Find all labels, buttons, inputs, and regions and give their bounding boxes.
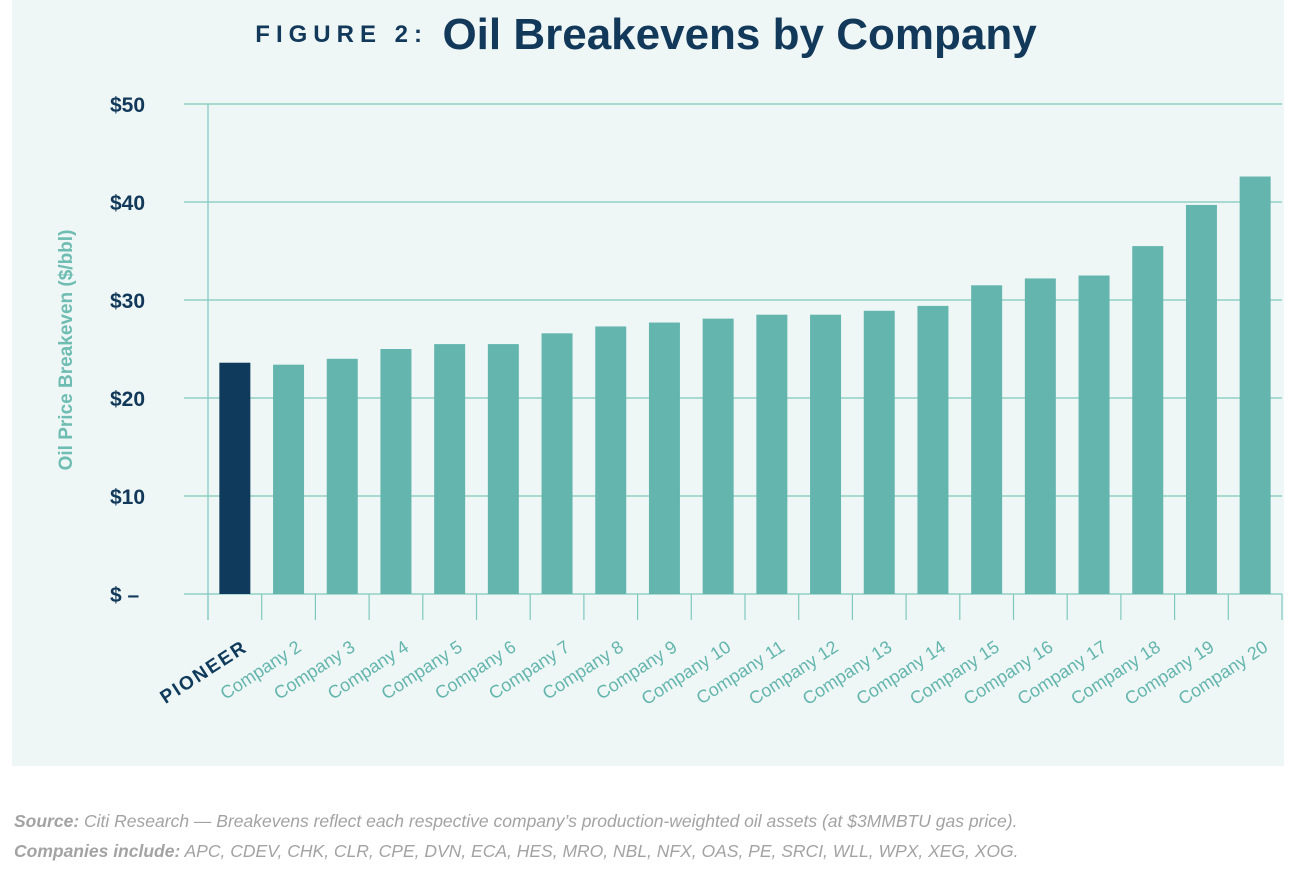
bar bbox=[1024, 278, 1056, 594]
source-text: Citi Research — Breakevens reflect each … bbox=[84, 811, 1018, 831]
y-axis-label: Oil Price Breakeven ($/bbl) bbox=[56, 230, 77, 471]
y-tick-label: $30 bbox=[110, 290, 145, 313]
bar bbox=[326, 358, 358, 594]
y-axis-ticks: $ – $10 $20 $30 $40 $50 bbox=[110, 94, 145, 607]
companies-note: Companies include: APC, CDEV, CHK, CLR, … bbox=[14, 836, 1284, 866]
bar bbox=[1078, 275, 1110, 594]
bar bbox=[917, 305, 949, 594]
y-tick-label: $20 bbox=[110, 388, 145, 411]
bar bbox=[648, 322, 680, 594]
bar bbox=[702, 318, 734, 594]
bar bbox=[380, 349, 412, 594]
y-tick-label: $10 bbox=[110, 486, 145, 509]
bar bbox=[595, 326, 627, 594]
bar bbox=[863, 310, 895, 594]
companies-label: Companies include: bbox=[14, 841, 181, 861]
bar bbox=[487, 344, 519, 594]
bar bbox=[434, 344, 466, 594]
bar bbox=[1132, 246, 1164, 594]
figure-title: FIGURE 2: Oil Breakevens by Company bbox=[0, 10, 1292, 60]
bars bbox=[219, 176, 1271, 594]
y-tick-label: $50 bbox=[110, 94, 145, 117]
bar bbox=[541, 333, 573, 594]
y-tick-label: $40 bbox=[110, 192, 145, 215]
bar bbox=[810, 314, 842, 594]
bar bbox=[273, 364, 305, 594]
figure-heading: Oil Breakevens by Company bbox=[442, 10, 1037, 59]
figure-number: FIGURE 2: bbox=[255, 21, 428, 48]
companies-text: APC, CDEV, CHK, CLR, CPE, DVN, ECA, HES,… bbox=[184, 841, 1019, 861]
bar bbox=[971, 285, 1003, 594]
source-note: Source: Citi Research — Breakevens refle… bbox=[14, 806, 1284, 836]
bar-highlight bbox=[219, 362, 251, 594]
footer-notes: Source: Citi Research — Breakevens refle… bbox=[14, 806, 1284, 866]
bar bbox=[756, 314, 788, 594]
y-tick-label: $ – bbox=[110, 584, 140, 607]
source-label: Source: bbox=[14, 811, 80, 831]
bar bbox=[1239, 176, 1271, 594]
bar bbox=[1185, 204, 1217, 594]
